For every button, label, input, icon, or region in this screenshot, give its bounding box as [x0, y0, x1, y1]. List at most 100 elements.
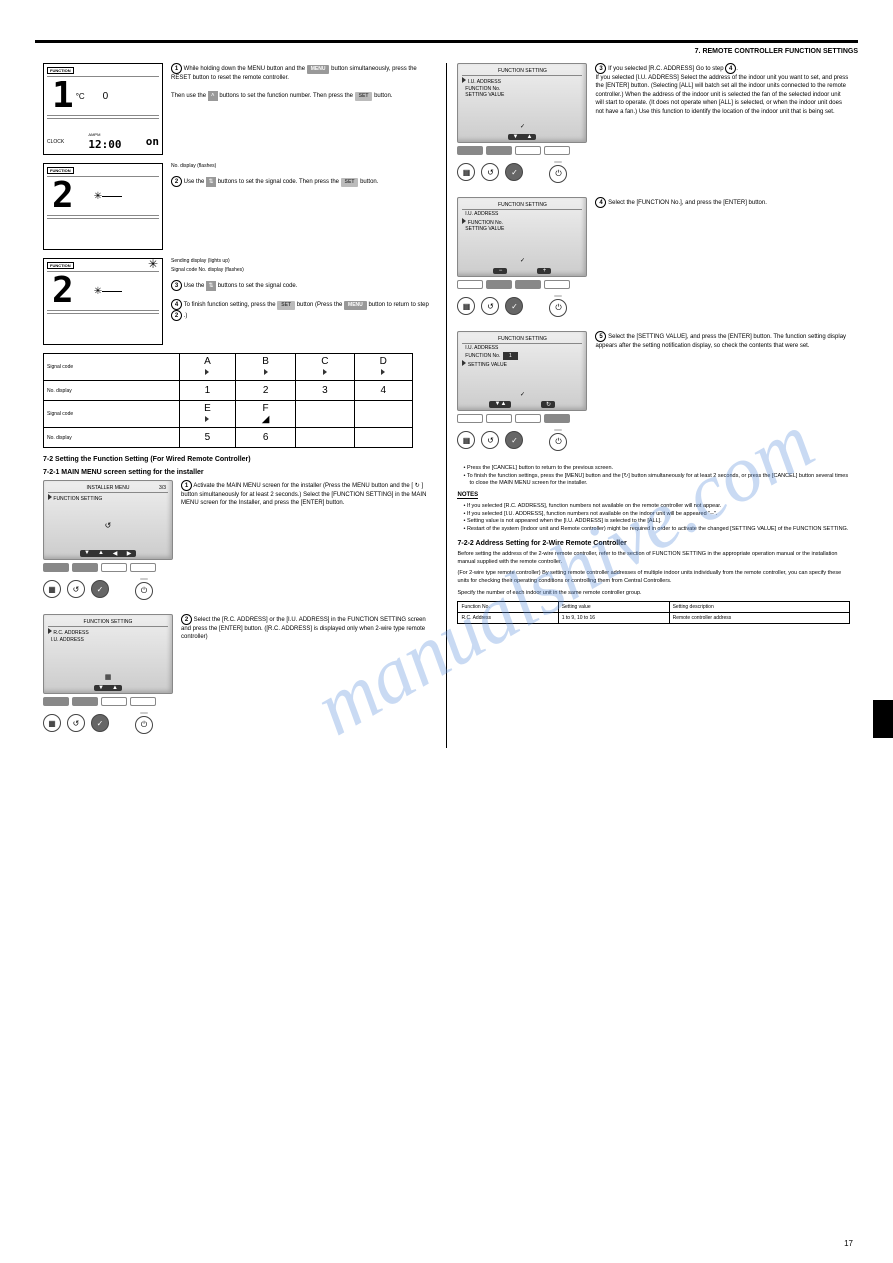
step-1-text: 1 While holding down the MENU button and…: [171, 63, 436, 101]
softkey[interactable]: [130, 697, 156, 706]
page-number: 17: [844, 1239, 853, 1248]
post-note: • Press the [CANCEL] button to return to…: [463, 465, 850, 473]
sub722-text: Specify the number of each indoor unit i…: [457, 590, 850, 598]
power-button[interactable]: ⏻: [549, 299, 567, 317]
enter-button[interactable]: ✓: [505, 163, 523, 181]
softkey[interactable]: [515, 280, 541, 289]
softkey[interactable]: [486, 280, 512, 289]
lcd-display-3: ✳ FUNCTION 2 ✳: [43, 258, 163, 345]
cursor-icon: [462, 77, 466, 83]
softkey[interactable]: [43, 563, 69, 572]
enter-button[interactable]: ✓: [505, 431, 523, 449]
back-button[interactable]: ↺: [481, 163, 499, 181]
table-cell: A: [179, 354, 235, 381]
softkey[interactable]: [544, 280, 570, 289]
hardware-buttons: ▦ ↺ ✓ ⏻: [457, 161, 587, 183]
softkey[interactable]: [130, 563, 156, 572]
on-indicator: on: [146, 135, 159, 148]
softkey[interactable]: [457, 280, 483, 289]
controller-display-5: FUNCTION SETTING I.U. ADDRESS FUNCTION N…: [457, 331, 587, 451]
check-icon: ✓: [520, 391, 525, 398]
left-column: FUNCTION 1 °C 0 CLOCK AMPM 12:00: [35, 63, 444, 748]
softkey[interactable]: [544, 146, 570, 155]
softkey[interactable]: [486, 414, 512, 423]
menu-item: SETTING VALUE: [468, 362, 507, 368]
controller-display-2: FUNCTION SETTING R.C. ADDRESS I.U. ADDRE…: [43, 614, 173, 734]
menu-badge: MENU: [344, 301, 367, 310]
menu-item: FUNCTION SETTING: [53, 496, 102, 502]
power-button[interactable]: ⏻: [135, 582, 153, 600]
digit-3: 2: [52, 273, 74, 309]
softkey[interactable]: [457, 414, 483, 423]
top-rule: [35, 40, 858, 43]
step-number-3: 3: [171, 280, 182, 291]
step-number-1: 1: [181, 480, 192, 491]
hardware-buttons: ▦ ↺ ✓ ⏻: [457, 295, 587, 317]
softkey[interactable]: [72, 563, 98, 572]
up-arrow-icon: ˄: [208, 91, 218, 101]
softkey[interactable]: [43, 697, 69, 706]
back-button[interactable]: ↺: [481, 431, 499, 449]
function-label: FUNCTION: [47, 167, 74, 174]
softkey[interactable]: [515, 414, 541, 423]
power-button[interactable]: ⏻: [549, 165, 567, 183]
menu-badge: MENU: [307, 65, 330, 74]
enter-button[interactable]: ✓: [91, 714, 109, 732]
menu-button[interactable]: ▦: [43, 714, 61, 732]
power-button[interactable]: ⏻: [549, 433, 567, 451]
power-led: [554, 161, 562, 163]
table-cell: [296, 428, 354, 448]
back-button[interactable]: ↺: [67, 580, 85, 598]
lcd-display-2: FUNCTION 2 ✳: [43, 163, 163, 250]
table-cell: D: [354, 354, 412, 381]
step-number-1: 1: [171, 63, 182, 74]
soft-keys: [457, 414, 587, 423]
power-button[interactable]: ⏻: [135, 716, 153, 734]
softkey[interactable]: [72, 697, 98, 706]
menu-item: I.U. ADDRESS: [468, 79, 501, 85]
nav-bar: ▼▲ ↻: [489, 401, 555, 408]
hardware-buttons: ▦ ↺ ✓ ⏻: [43, 712, 173, 734]
step-number-4: 4: [171, 299, 182, 310]
signal-icon: [205, 369, 209, 375]
digit-2: 2: [52, 178, 74, 214]
function-label: FUNCTION: [47, 67, 74, 74]
menu-item: FUNCTION No.: [465, 353, 500, 359]
signal-icon: [205, 416, 209, 422]
softkey[interactable]: [101, 697, 127, 706]
enter-button[interactable]: ✓: [91, 580, 109, 598]
zero: 0: [103, 91, 109, 102]
subheading-7-2: 7-2 Setting the Function Setting (For Wi…: [43, 456, 436, 463]
screen-title: FUNCTION SETTING: [462, 202, 582, 210]
menu-button[interactable]: ▦: [457, 297, 475, 315]
back-button[interactable]: ↺: [67, 714, 85, 732]
back-button[interactable]: ↺: [481, 297, 499, 315]
step-number-2: 2: [181, 614, 192, 625]
softkey[interactable]: [101, 563, 127, 572]
controller-display-3: FUNCTION SETTING I.U. ADDRESS FUNCTION N…: [457, 63, 587, 183]
subheading-7-2-1: 7-2-1 MAIN MENU screen setting for the i…: [43, 469, 436, 476]
table-cell: C: [296, 354, 354, 381]
menu-button[interactable]: ▦: [457, 163, 475, 181]
power-led: [554, 429, 562, 431]
table-cell: 2: [235, 381, 295, 401]
table-row-label: Signal code: [44, 401, 180, 428]
updown-arrow-icon: ⇅: [206, 177, 216, 187]
softkey[interactable]: [515, 146, 541, 155]
menu-button[interactable]: ▦: [43, 580, 61, 598]
step-c5-text: 5 Select the [SETTING VALUE], and press …: [595, 331, 850, 350]
table-cell: 5: [179, 428, 235, 448]
callout-label-2: Signal code No. display (flashes): [171, 267, 436, 274]
note-bullet: • Restart of the system (Indoor unit and…: [463, 526, 850, 534]
cursor-icon: [48, 628, 52, 634]
step-c2-text: 2 Select the [R.C. ADDRESS] or the [I.U.…: [181, 614, 436, 642]
soft-keys: [43, 697, 173, 706]
softkey[interactable]: [486, 146, 512, 155]
menu-button[interactable]: ▦: [457, 431, 475, 449]
softkey[interactable]: [544, 414, 570, 423]
softkey[interactable]: [457, 146, 483, 155]
table-cell: [354, 401, 412, 428]
check-icon: ✓: [520, 257, 525, 264]
nav-bar: ▼ ▲ ◀ ▶: [80, 550, 136, 557]
enter-button[interactable]: ✓: [505, 297, 523, 315]
